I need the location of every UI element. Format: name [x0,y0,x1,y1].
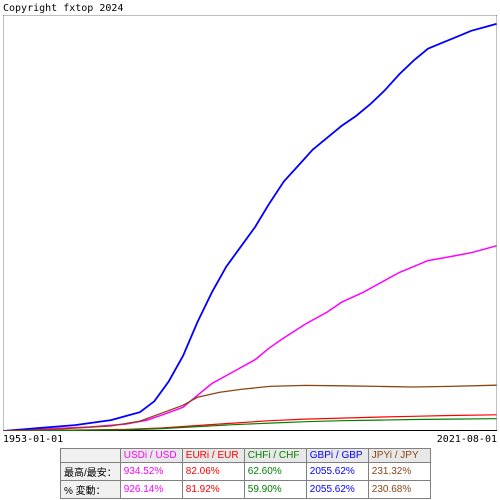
table-cell: 2055.62% [306,463,368,481]
x-axis-start: 1953-01-01 [3,434,63,445]
table-cell: 59.90% [244,481,306,499]
table-cell: 230.68% [368,481,430,499]
row-label-header [61,449,121,463]
col-header: USDi / USD [120,449,182,463]
row-label: % 変動： [61,481,121,499]
x-axis-end: 2021-08-01 [437,434,497,445]
col-header: EURi / EUR [182,449,244,463]
table-cell: 926.14% [120,481,182,499]
col-header: JPYi / JPY [368,449,430,463]
table-row: 最高/最安：934.52%82.06%62.60%2055.62%231.32% [61,463,431,481]
currency-table: USDi / USDEURi / EURCHFi / CHFGBPi / GBP… [60,448,431,499]
col-header: CHFi / CHF [244,449,306,463]
table-header-row: USDi / USDEURi / EURCHFi / CHFGBPi / GBP… [61,449,431,463]
table-cell: 62.60% [244,463,306,481]
table-cell: 2055.62% [306,481,368,499]
table-cell: 934.52% [120,463,182,481]
row-label: 最高/最安： [61,463,121,481]
table-cell: 82.06% [182,463,244,481]
table-row: % 変動：926.14%81.92%59.90%2055.62%230.68% [61,481,431,499]
copyright-text: Copyright fxtop 2024 [3,3,123,14]
col-header: GBPi / GBP [306,449,368,463]
table-cell: 81.92% [182,481,244,499]
table-cell: 231.32% [368,463,430,481]
line-chart [3,15,497,431]
